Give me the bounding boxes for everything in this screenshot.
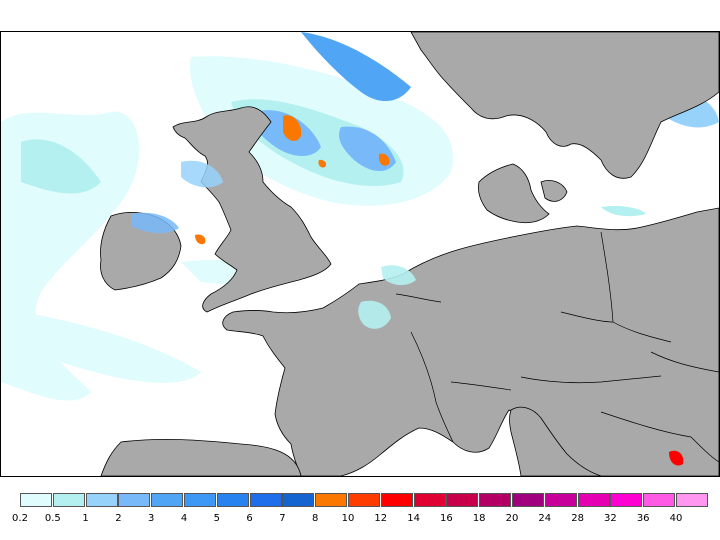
precip-cell-1 [283,115,302,141]
denmark [478,163,550,224]
legend-tick-label: 18 [472,513,486,524]
legend-swatch [610,493,643,507]
legend-swatch [52,493,85,507]
legend-swatch [413,493,446,507]
legend-swatch [216,493,249,507]
legend-tick-label: 10 [341,513,355,524]
legend-swatch [315,493,348,507]
legend-tick-label: 6 [246,513,253,524]
precip-ireland-north [131,212,179,234]
land-layer [100,32,719,476]
italy [509,406,602,476]
legend-swatch [577,493,610,507]
legend-swatch [184,493,216,507]
legend-swatch [446,493,479,507]
border-balkans [600,411,719,463]
borders-layer [395,231,719,463]
border-de-pl [600,231,614,323]
precip-scotland [181,160,223,188]
precipitation-map [0,31,720,477]
border-sk-hu [650,351,719,373]
continent [222,207,719,476]
legend-tick-label: 7 [279,513,286,524]
legend-swatch [118,493,151,507]
legend-swatch [85,493,118,507]
precip-balkans-cell [669,450,684,466]
legend-tick-label: 16 [440,513,453,524]
precip-layer [1,32,719,476]
legend-swatch [20,493,52,507]
legend-swatch [151,493,184,507]
border-be-nl [395,293,442,303]
legend-tick-label: 40 [669,513,683,524]
legend-tick-label: 12 [374,513,388,524]
precip-biscay [21,312,201,383]
precip-scandinavia-band [301,32,411,102]
legend-tick-label: 28 [571,513,584,524]
legend-tick-label: 0.5 [44,513,61,524]
precip-baltic [601,205,646,217]
legend-swatch [643,493,676,507]
legend-swatch [479,493,512,507]
legend-tick-label: 4 [180,513,188,524]
border-de-cz [560,311,672,343]
legend-swatch [348,493,380,507]
danish-islands [540,180,568,202]
legend-tick-label: 3 [148,513,155,524]
border-ch [450,381,512,391]
border-de-at [520,375,662,384]
legend-tick-label: 24 [538,513,552,524]
legend-swatch [676,493,708,507]
legend-tick-label: 36 [636,513,650,524]
precip-netherlands [381,265,416,286]
legend-swatch [380,493,413,507]
precip-atlantic-2 [21,139,101,194]
legend-tick-label: 5 [213,513,220,524]
iberia [100,438,302,476]
precip-cell-2 [378,153,390,166]
legend-tick-label: 14 [407,513,420,524]
precip-cell-3 [318,159,327,168]
precip-irish-sea-cell [195,234,206,245]
legend-swatch [544,493,577,507]
precip-belgium [358,300,391,329]
map-canvas [1,32,719,476]
legend-tick-label: 20 [505,513,519,524]
legend-tick-label: 32 [604,513,617,524]
legend-swatch [249,493,282,507]
legend-tick-label: 2 [115,513,122,524]
legend-swatch [282,493,315,507]
border-fr-de [410,331,454,443]
legend-swatch [512,493,544,507]
legend-tick-label: 0.2 [12,513,28,524]
legend-tick-label: 8 [312,513,319,524]
legend-tick-label: 1 [82,513,89,524]
precip-over-land [131,160,684,466]
scandinavia [410,32,719,179]
